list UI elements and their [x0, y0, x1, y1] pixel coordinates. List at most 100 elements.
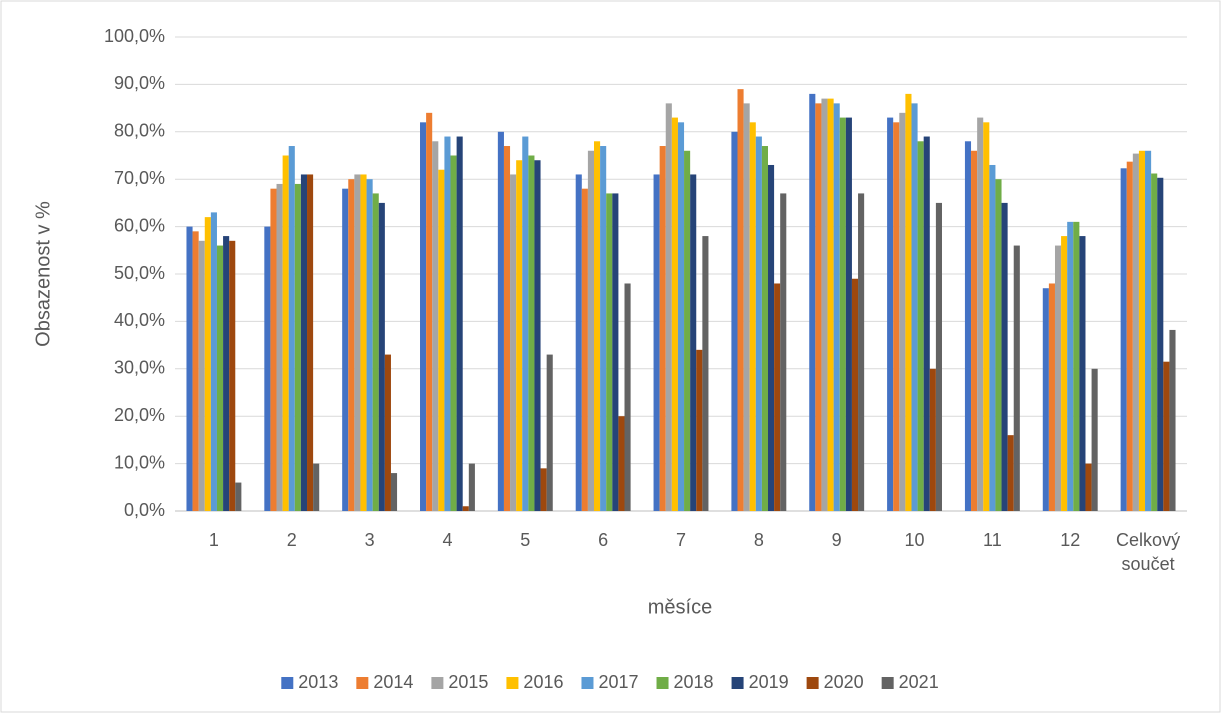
bar — [235, 482, 242, 511]
bar — [546, 354, 553, 511]
bar — [971, 150, 978, 511]
bar — [456, 136, 463, 512]
bar — [767, 164, 775, 512]
bar — [1048, 283, 1055, 511]
y-tick-label: 80,0% — [114, 121, 165, 141]
bar — [366, 179, 373, 511]
legend-label: 2019 — [749, 672, 789, 692]
bar — [1151, 173, 1158, 511]
bar — [497, 131, 504, 512]
bar — [731, 131, 738, 512]
bar — [923, 136, 930, 512]
bar — [684, 150, 691, 511]
y-tick-label: 60,0% — [114, 215, 165, 235]
bar — [354, 174, 361, 511]
x-tick-label: 1 — [209, 530, 219, 550]
bar — [288, 146, 295, 511]
bar — [737, 89, 744, 511]
legend: 2013 2014 2015 2016 2017 2018 2019 2020 2021 — [281, 672, 939, 692]
bar — [743, 103, 750, 512]
bar — [761, 146, 768, 511]
y-tick-label: 50,0% — [114, 263, 165, 283]
x-axis-title: měsíce — [648, 596, 712, 618]
bar — [696, 349, 703, 511]
bar — [1120, 168, 1127, 511]
bar — [372, 193, 379, 512]
legend-swatch — [731, 677, 744, 689]
bar — [282, 155, 289, 511]
bar — [186, 226, 193, 511]
bar — [1007, 435, 1014, 511]
bar — [964, 141, 972, 511]
bar — [809, 93, 816, 511]
x-tick-label: Celkový součet — [1116, 530, 1180, 574]
bar — [1126, 161, 1133, 512]
bar — [995, 179, 1002, 511]
bar — [198, 240, 205, 511]
legend-swatch — [581, 677, 594, 689]
bar — [229, 240, 236, 511]
bar — [540, 468, 547, 511]
x-tick-label: 12 — [1060, 530, 1080, 550]
bar — [294, 183, 301, 511]
x-tick-label: 5 — [520, 530, 530, 550]
bar — [815, 103, 822, 512]
bar — [851, 278, 859, 511]
bar — [780, 193, 787, 512]
bar — [1013, 245, 1020, 511]
legend-swatch — [506, 677, 519, 689]
y-tick-label: 0,0% — [124, 500, 165, 520]
legend-label: 2015 — [448, 672, 488, 692]
bar — [671, 117, 678, 511]
bar — [1061, 236, 1068, 511]
bar — [438, 169, 445, 511]
bar — [313, 463, 320, 511]
bar — [917, 141, 924, 511]
bar — [1054, 245, 1062, 511]
legend-label: 2013 — [298, 672, 338, 692]
x-tick-label: 8 — [754, 530, 764, 550]
bar — [606, 193, 613, 512]
legend-label: 2014 — [373, 672, 413, 692]
bar — [1145, 150, 1152, 511]
bar — [468, 463, 475, 511]
y-axis-title: Obsazenost v % — [32, 201, 54, 347]
bar — [503, 146, 511, 511]
bar — [342, 188, 349, 511]
legend-swatch — [656, 677, 669, 689]
bar — [659, 146, 666, 511]
legend-swatch — [806, 677, 819, 689]
x-tick-label: 10 — [905, 530, 925, 550]
bar — [1091, 368, 1098, 511]
bar — [587, 150, 595, 511]
bar — [307, 174, 314, 511]
legend-label: 2016 — [523, 672, 563, 692]
bar — [774, 283, 781, 511]
bar — [384, 354, 391, 511]
x-tick-label: 7 — [676, 530, 686, 550]
bar — [989, 164, 996, 512]
legend-label: 2018 — [674, 672, 714, 692]
bar — [594, 141, 601, 511]
y-tick-label: 20,0% — [114, 405, 165, 425]
bar — [300, 174, 308, 511]
bar — [749, 122, 756, 511]
bar — [977, 117, 984, 511]
bar — [1079, 236, 1086, 511]
legend-swatch — [881, 677, 894, 689]
bar — [690, 174, 697, 511]
bar — [192, 231, 199, 511]
bar — [624, 283, 631, 511]
bar — [887, 117, 894, 511]
bar — [534, 160, 541, 512]
bar — [420, 122, 427, 511]
legend-label: 2021 — [899, 672, 939, 692]
legend-swatch — [431, 677, 444, 689]
bar — [665, 103, 672, 512]
bar — [575, 174, 582, 511]
bar — [444, 136, 451, 512]
bar — [1073, 221, 1080, 512]
bar — [677, 122, 685, 511]
y-tick-label: 70,0% — [114, 168, 165, 188]
